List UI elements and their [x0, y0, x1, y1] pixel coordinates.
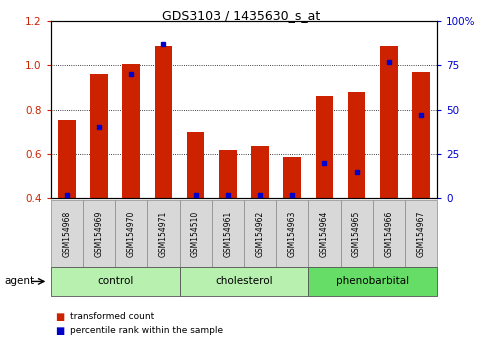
- Text: GDS3103 / 1435630_s_at: GDS3103 / 1435630_s_at: [162, 9, 321, 22]
- Bar: [284, 157, 301, 198]
- Bar: [58, 120, 76, 198]
- Text: GSM154962: GSM154962: [256, 211, 265, 257]
- Text: GSM154970: GSM154970: [127, 210, 136, 257]
- Text: GSM154510: GSM154510: [191, 211, 200, 257]
- Text: control: control: [97, 276, 133, 286]
- Bar: [412, 72, 430, 198]
- Text: GSM154963: GSM154963: [288, 210, 297, 257]
- Text: ■: ■: [56, 326, 65, 336]
- Text: percentile rank within the sample: percentile rank within the sample: [70, 326, 223, 336]
- Bar: [380, 46, 398, 198]
- Text: cholesterol: cholesterol: [215, 276, 273, 286]
- Bar: [155, 46, 172, 198]
- Text: agent: agent: [5, 276, 35, 286]
- Text: GSM154961: GSM154961: [223, 211, 232, 257]
- Text: GSM154967: GSM154967: [416, 210, 426, 257]
- Text: GSM154971: GSM154971: [159, 211, 168, 257]
- Bar: [90, 74, 108, 198]
- Bar: [348, 92, 366, 198]
- Bar: [315, 97, 333, 198]
- Text: GSM154965: GSM154965: [352, 210, 361, 257]
- Text: transformed count: transformed count: [70, 312, 154, 321]
- Text: GSM154966: GSM154966: [384, 210, 393, 257]
- Bar: [122, 64, 140, 198]
- Text: phenobarbital: phenobarbital: [336, 276, 409, 286]
- Text: ■: ■: [56, 312, 65, 322]
- Text: GSM154969: GSM154969: [95, 210, 103, 257]
- Bar: [251, 145, 269, 198]
- Text: GSM154964: GSM154964: [320, 210, 329, 257]
- Bar: [219, 150, 237, 198]
- Text: GSM154968: GSM154968: [62, 211, 71, 257]
- Bar: [187, 132, 204, 198]
